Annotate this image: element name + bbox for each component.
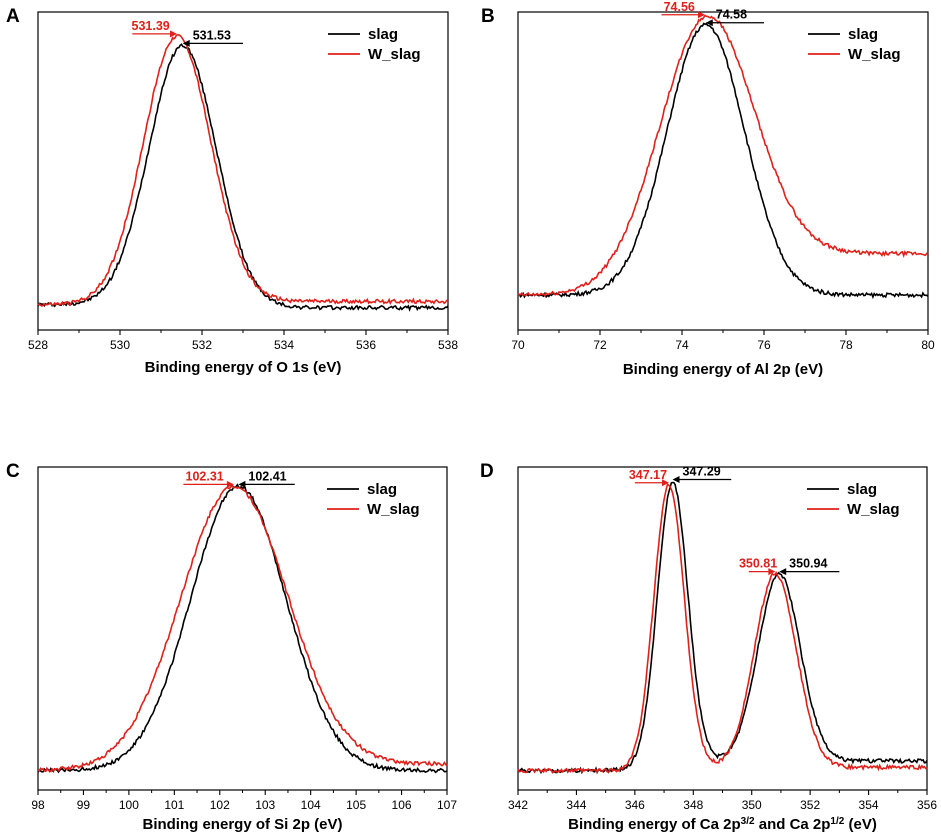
x-tick-label: 99 xyxy=(77,798,91,812)
x-tick-label: 98 xyxy=(31,798,45,812)
legend-label-w_slag: W_slag xyxy=(367,501,420,518)
series-line-slag xyxy=(37,43,449,312)
x-tick-label: 105 xyxy=(346,798,366,812)
x-tick-label: 344 xyxy=(566,798,586,812)
x-tick-label: 528 xyxy=(28,338,48,352)
x-tick-label: 354 xyxy=(859,798,879,812)
legend-label-slag: slag xyxy=(368,26,398,43)
peak-label-slag: 350.94 xyxy=(789,557,827,571)
x-tick-label: 103 xyxy=(255,798,275,812)
legend-label-slag: slag xyxy=(848,26,878,43)
panel-c: C 98 99 100 101 102 103 104 105 106 107 Binding ene… xyxy=(6,461,457,833)
peak-label-slag: 74.58 xyxy=(716,8,747,22)
peak-arrowhead xyxy=(662,479,670,487)
series-line-w_slag xyxy=(517,483,928,774)
panel-b: B 70 72 74 76 78 80 Binding energy of Al 2p (eV… xyxy=(481,0,935,378)
peak-arrowhead xyxy=(169,30,177,38)
x-tick-label: 72 xyxy=(593,338,607,352)
x-axis-label: Binding energy of O 1s (eV) xyxy=(145,359,342,376)
panel-letter: D xyxy=(480,461,494,482)
x-tick-label: 346 xyxy=(625,798,645,812)
peak-label-w_slag: 350.81 xyxy=(739,557,777,571)
x-tick-label: 78 xyxy=(839,338,853,352)
series-line-w_slag xyxy=(38,484,448,773)
x-tick-label: 536 xyxy=(356,338,376,352)
panel-d: D 342 344 346 348 350 352 354 356 Binding energy … xyxy=(480,461,937,833)
peak-arrowhead xyxy=(238,480,246,488)
peak-label-w_slag: 531.39 xyxy=(132,19,170,33)
x-tick-label: 530 xyxy=(110,338,130,352)
peak-arrowhead xyxy=(672,476,680,484)
legend-label-slag: slag xyxy=(847,481,877,498)
legend-label-slag: slag xyxy=(367,481,397,498)
series-line-w_slag xyxy=(517,14,929,297)
x-tick-label: 80 xyxy=(921,338,935,352)
x-tick-label: 356 xyxy=(917,798,937,812)
series-line-slag xyxy=(517,481,928,775)
x-tick-label: 352 xyxy=(800,798,820,812)
x-tick-label: 76 xyxy=(757,338,771,352)
panel-letter: A xyxy=(6,6,20,27)
x-tick-label: 538 xyxy=(438,338,458,352)
series-line-w_slag xyxy=(37,33,449,307)
x-tick-label: 534 xyxy=(274,338,294,352)
x-axis-label: Binding energy of Si 2p (eV) xyxy=(142,816,342,833)
panel-letter: B xyxy=(481,6,495,27)
x-tick-label: 106 xyxy=(392,798,412,812)
x-tick-label: 350 xyxy=(742,798,762,812)
peak-arrowhead xyxy=(768,568,776,576)
legend-label-w_slag: W_slag xyxy=(848,46,901,63)
peak-arrowhead xyxy=(705,19,713,27)
peak-arrowhead xyxy=(182,39,190,47)
series-line-slag xyxy=(517,22,929,300)
panel-a: A 528 530 532 534 536 538 Binding energy of O 1… xyxy=(6,6,458,376)
series-line-slag xyxy=(37,483,448,774)
peak-label-w_slag: 102.31 xyxy=(186,469,224,483)
peak-arrowhead xyxy=(226,480,234,488)
x-tick-label: 342 xyxy=(508,798,528,812)
x-tick-label: 70 xyxy=(511,338,525,352)
x-tick-label: 101 xyxy=(164,798,184,812)
x-tick-label: 100 xyxy=(119,798,139,812)
panel-letter: C xyxy=(6,461,20,482)
peak-label-slag: 531.53 xyxy=(193,28,231,42)
x-tick-label: 107 xyxy=(437,798,457,812)
legend-label-w_slag: W_slag xyxy=(847,501,900,518)
peak-label-slag: 102.41 xyxy=(248,469,286,483)
peak-label-slag: 347.29 xyxy=(683,465,721,479)
x-tick-label: 532 xyxy=(192,338,212,352)
x-axis-label: Binding energy of Ca 2p3/2 and Ca 2p1/2 … xyxy=(568,816,877,834)
x-tick-label: 104 xyxy=(301,798,321,812)
peak-label-w_slag: 74.56 xyxy=(664,0,695,14)
x-tick-label: 348 xyxy=(683,798,703,812)
x-axis-label: Binding energy of Al 2p (eV) xyxy=(623,361,823,378)
peak-arrowhead xyxy=(697,11,705,19)
x-tick-label: 74 xyxy=(675,338,689,352)
legend-label-w_slag: W_slag xyxy=(368,46,421,63)
peak-arrowhead xyxy=(779,568,787,576)
x-tick-label: 102 xyxy=(210,798,230,812)
peak-label-w_slag: 347.17 xyxy=(629,468,667,482)
